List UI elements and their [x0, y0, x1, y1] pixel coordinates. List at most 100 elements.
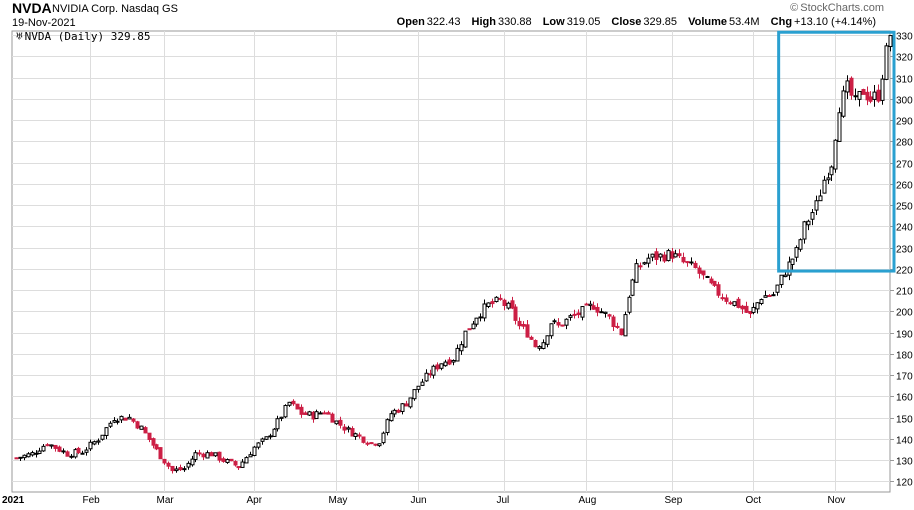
y-tick-label: 290: [896, 117, 913, 128]
candle-body: [486, 302, 491, 307]
candle-body: [26, 453, 31, 458]
y-tick-label: 230: [896, 245, 913, 256]
candle-body: [193, 452, 198, 460]
candle-body: [392, 409, 397, 415]
candle-body: [61, 450, 66, 453]
y-tick-label: 250: [896, 202, 913, 213]
brand-label[interactable]: © StockCharts.com: [790, 2, 884, 14]
candle-body: [385, 419, 390, 434]
candle-body: [439, 363, 444, 369]
candle-body: [826, 177, 831, 181]
candle-body: [190, 458, 195, 466]
candle-body: [256, 442, 261, 448]
x-tick-label: Feb: [83, 495, 101, 506]
candle-body: [884, 45, 889, 80]
chart-legend: ♅ NVDA (Daily) 329.85: [16, 30, 150, 43]
y-tick-label: 150: [896, 415, 913, 426]
candle-body: [322, 412, 327, 415]
candle-body: [123, 417, 128, 421]
candle-body: [630, 279, 635, 296]
x-tick-label: Mar: [157, 495, 175, 506]
candle-body: [314, 411, 319, 420]
y-tick-label: 200: [896, 308, 913, 319]
candle-body: [287, 401, 292, 406]
candle-body: [716, 284, 721, 296]
candle-body: [541, 342, 546, 349]
candle-body: [318, 412, 323, 415]
candle-body: [490, 301, 495, 305]
candle-body: [549, 323, 554, 337]
candle-body: [131, 418, 136, 422]
candle-body: [467, 328, 472, 331]
candle-body: [279, 416, 284, 419]
candle-body: [876, 89, 881, 102]
candle-body: [334, 420, 339, 425]
candle-body: [283, 405, 288, 418]
candle-body: [775, 284, 780, 293]
candle-body: [654, 251, 659, 260]
candle-body: [732, 301, 737, 306]
candle-body: [443, 361, 448, 367]
brand-text: StockCharts.com: [800, 2, 884, 14]
candle-body: [92, 441, 97, 445]
candle-body: [666, 250, 671, 262]
candle-body: [576, 312, 581, 316]
candle-body: [174, 468, 179, 472]
candle-body: [151, 438, 156, 446]
candle-body: [880, 78, 885, 101]
candle-body: [701, 270, 706, 276]
candle-body: [225, 459, 230, 463]
candle-body: [80, 452, 85, 455]
change-value: +13.10 (+4.14%): [794, 16, 876, 28]
candle-body: [755, 302, 760, 310]
candle-body: [221, 458, 226, 462]
candle-body: [361, 436, 366, 443]
candle-body: [260, 438, 265, 442]
candle-body: [751, 306, 756, 313]
candle-body: [802, 221, 807, 240]
candle-body: [506, 302, 511, 309]
candle-body: [353, 433, 358, 437]
candle-body: [521, 323, 526, 327]
candle-body: [513, 306, 518, 321]
candle-body: [88, 441, 93, 450]
candle-body: [22, 454, 27, 459]
candle-body: [861, 89, 866, 95]
low-label: Low: [542, 16, 565, 28]
x-tick-label: Nov: [828, 495, 846, 506]
candle-body: [197, 452, 202, 455]
candle-body: [525, 324, 530, 338]
candle-body: [736, 298, 741, 308]
candle-body: [143, 427, 148, 434]
candle-body: [252, 446, 257, 456]
candle-body: [104, 427, 109, 436]
highlight-box: [777, 30, 896, 273]
candle-body: [533, 340, 538, 348]
candle-body: [611, 316, 616, 328]
candle-body: [556, 322, 561, 326]
candle-body: [705, 276, 710, 279]
candle-body: [201, 453, 206, 458]
candle-body: [365, 442, 370, 445]
candle-body: [650, 253, 655, 258]
y-tick-label: 240: [896, 223, 913, 234]
candle-body: [275, 418, 280, 430]
candle-body: [619, 328, 624, 336]
candle-body: [369, 442, 374, 445]
copyright-icon: ©: [790, 2, 799, 14]
candle-body: [724, 297, 729, 302]
candle-body: [295, 403, 300, 410]
candle-body: [482, 303, 487, 319]
close-value: 329.85: [643, 16, 678, 28]
candle-body: [30, 452, 35, 456]
candle-body: [779, 274, 784, 286]
y-tick-label: 280: [896, 138, 913, 149]
y-tick-label: 160: [896, 393, 913, 404]
candle-body: [303, 412, 308, 415]
candle-body: [646, 257, 651, 264]
candle-body: [330, 413, 335, 423]
ticker-symbol: NVDA: [12, 0, 52, 16]
candle-body: [677, 253, 682, 257]
y-tick-label: 210: [896, 287, 913, 298]
